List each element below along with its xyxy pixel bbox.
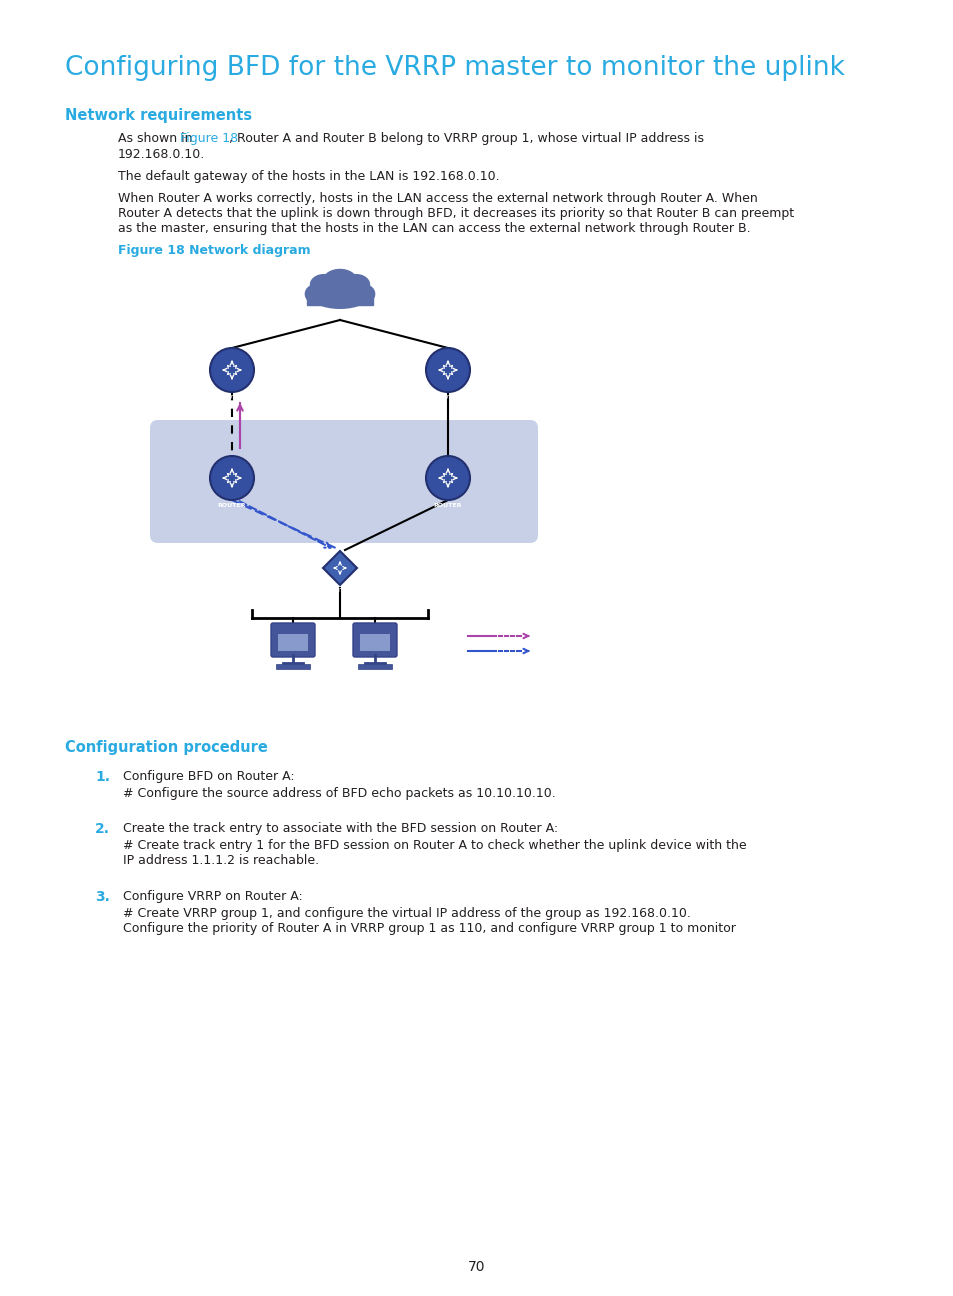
Text: 1.: 1. <box>95 770 110 784</box>
Circle shape <box>210 456 253 500</box>
Text: Configure the priority of Router A in VRRP group 1 as 110, and configure VRRP gr: Configure the priority of Router A in VR… <box>123 921 735 934</box>
Text: Router A detects that the uplink is down through BFD, it decreases its priority : Router A detects that the uplink is down… <box>118 207 793 220</box>
Text: IP address 1.1.1.2 is reachable.: IP address 1.1.1.2 is reachable. <box>123 854 319 867</box>
Text: Figure 18: Figure 18 <box>180 132 238 145</box>
Ellipse shape <box>323 270 356 292</box>
Circle shape <box>426 349 470 391</box>
Text: 3.: 3. <box>95 890 110 905</box>
Circle shape <box>426 456 470 500</box>
Ellipse shape <box>355 285 375 303</box>
Text: As shown in: As shown in <box>118 132 196 145</box>
Text: Configuring BFD for the VRRP master to monitor the uplink: Configuring BFD for the VRRP master to m… <box>65 54 844 80</box>
Ellipse shape <box>310 275 337 294</box>
Text: ROUTER: ROUTER <box>434 395 462 400</box>
Text: ROUTER: ROUTER <box>217 503 246 508</box>
Bar <box>359 634 390 651</box>
Bar <box>276 664 310 669</box>
Text: # Create track entry 1 for the BFD session on Router A to check whether the upli: # Create track entry 1 for the BFD sessi… <box>123 839 746 851</box>
Text: ROUTER: ROUTER <box>434 503 462 508</box>
Text: # Create VRRP group 1, and configure the virtual IP address of the group as 192.: # Create VRRP group 1, and configure the… <box>123 907 690 920</box>
Ellipse shape <box>305 285 325 303</box>
Text: When Router A works correctly, hosts in the LAN access the external network thro: When Router A works correctly, hosts in … <box>118 192 757 205</box>
Text: , Router A and Router B belong to VRRP group 1, whose virtual IP address is: , Router A and Router B belong to VRRP g… <box>229 132 703 145</box>
Bar <box>357 664 392 669</box>
Ellipse shape <box>342 275 369 294</box>
Text: Configuration procedure: Configuration procedure <box>65 740 268 756</box>
Text: The default gateway of the hosts in the LAN is 192.168.0.10.: The default gateway of the hosts in the … <box>118 170 499 183</box>
Text: Configure VRRP on Router A:: Configure VRRP on Router A: <box>123 890 302 903</box>
Text: 2.: 2. <box>95 822 110 836</box>
Text: ROUTER: ROUTER <box>217 395 246 400</box>
Text: Network requirements: Network requirements <box>65 108 252 123</box>
Circle shape <box>210 349 253 391</box>
Text: # Configure the source address of BFD echo packets as 10.10.10.10.: # Configure the source address of BFD ec… <box>123 787 556 800</box>
Text: as the master, ensuring that the hosts in the LAN can access the external networ: as the master, ensuring that the hosts i… <box>118 222 750 235</box>
Text: 70: 70 <box>468 1260 485 1274</box>
Text: Create the track entry to associate with the BFD session on Router A:: Create the track entry to associate with… <box>123 822 558 835</box>
FancyBboxPatch shape <box>271 623 314 657</box>
Text: 192.168.0.10.: 192.168.0.10. <box>118 148 205 161</box>
FancyBboxPatch shape <box>150 420 537 543</box>
Text: Figure 18 Network diagram: Figure 18 Network diagram <box>118 244 311 257</box>
Ellipse shape <box>309 280 371 308</box>
Text: SWITCH: SWITCH <box>326 588 354 594</box>
Text: Configure BFD on Router A:: Configure BFD on Router A: <box>123 770 294 783</box>
Bar <box>277 634 308 651</box>
FancyBboxPatch shape <box>353 623 396 657</box>
Polygon shape <box>323 551 356 584</box>
FancyBboxPatch shape <box>306 290 373 306</box>
